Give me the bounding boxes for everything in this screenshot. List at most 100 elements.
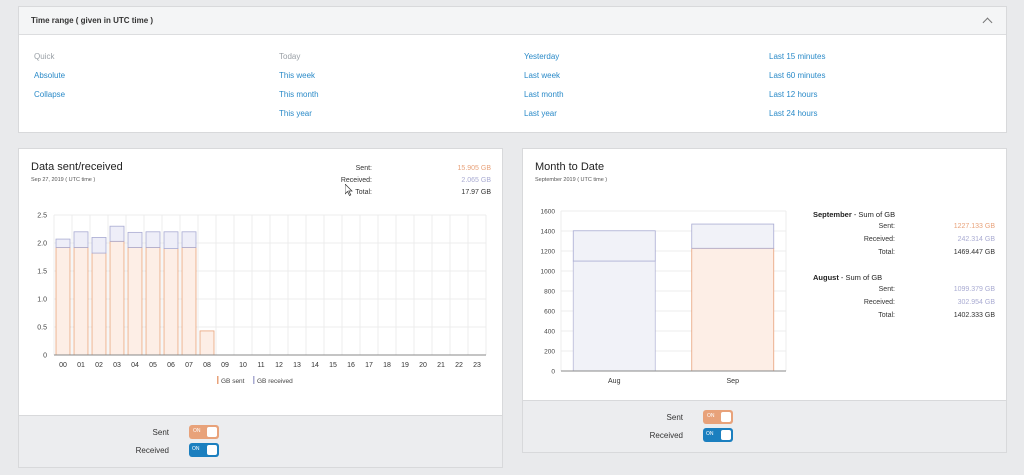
panel-title: Month to Date [535, 161, 605, 173]
bar-received [181, 231, 197, 248]
sum-suffix: - Sum of GB [838, 273, 883, 282]
x-tick-label: 12 [275, 362, 283, 369]
y-tick-label: 0.5 [37, 325, 47, 332]
aug-sent-label: Sent: [878, 286, 895, 293]
bar-sent [199, 330, 215, 356]
bar-received [572, 230, 656, 262]
y-tick-label: 0 [551, 369, 555, 376]
today-link[interactable]: Today [279, 52, 301, 61]
bar-received [109, 225, 125, 242]
legend-received-swatch [253, 376, 255, 384]
x-tick-label: 10 [239, 362, 247, 369]
bar-sent [163, 248, 179, 356]
bar-sent [91, 252, 107, 356]
x-tick-label: 18 [383, 362, 391, 369]
last-15-minutes-link[interactable]: Last 15 minutes [769, 52, 826, 61]
received-label: Received: [340, 177, 372, 184]
bar-received [145, 231, 161, 248]
yesterday-link[interactable]: Yesterday [524, 52, 560, 61]
x-tick-label: 13 [293, 362, 301, 369]
x-tick-label: 14 [311, 362, 319, 369]
september-month: September [813, 210, 852, 219]
x-tick-label: 09 [221, 362, 229, 369]
aug-total-value: 1402.333 GB [953, 312, 995, 319]
sent-value: 15.905 GB [457, 165, 491, 172]
time-range-col-relative: Last 15 minutes Last 60 minutes Last 12 … [769, 52, 825, 128]
time-range-col-quick: Quick Absolute Collapse [34, 52, 65, 109]
sep-total-label: Total: [878, 249, 895, 256]
sent-toggle[interactable]: ON [703, 410, 733, 424]
toggle-on-text: ON [193, 428, 201, 434]
total-label: Total: [355, 189, 372, 196]
toggle-received-label: Received [649, 430, 683, 440]
last-month-link[interactable]: Last month [524, 90, 564, 99]
x-tick-label: 07 [185, 362, 193, 369]
y-tick-label: 600 [544, 309, 555, 316]
time-range-col-previous: Yesterday Last week Last month Last year [524, 52, 564, 128]
bar-received [91, 236, 107, 254]
panel-subtitle: Sep 27, 2019 ( UTC time ) [31, 177, 96, 183]
y-tick-label: 200 [544, 349, 555, 356]
toggle-knob [207, 445, 217, 455]
month-to-date-panel: Month to Date September 2019 ( UTC time … [522, 148, 1007, 453]
x-tick-label: 04 [131, 362, 139, 369]
this-year-link[interactable]: This year [279, 109, 312, 118]
bar-sent [109, 240, 125, 356]
aug-sent-value: 1099.379 GB [953, 286, 995, 293]
last-12-hours-link[interactable]: Last 12 hours [769, 90, 818, 99]
aug-received-label: Received: [863, 299, 895, 306]
collapse-link[interactable]: Collapse [34, 90, 66, 99]
legend-sent-label: GB sent [221, 378, 245, 385]
bar-sent [572, 260, 656, 372]
this-week-link[interactable]: This week [279, 71, 316, 80]
chevron-up-icon[interactable] [982, 16, 992, 26]
last-24-hours-link[interactable]: Last 24 hours [769, 109, 818, 118]
toggle-row-sent: Sent ON [109, 425, 219, 439]
received-toggle[interactable]: ON [189, 443, 219, 457]
y-tick-label: 800 [544, 289, 555, 296]
toggle-sent-label: Sent [666, 412, 683, 422]
x-tick-label: 11 [257, 362, 264, 369]
last-60-minutes-link[interactable]: Last 60 minutes [769, 71, 826, 80]
time-range-header[interactable]: Time range ( given in UTC time ) [19, 7, 1006, 35]
last-year-link[interactable]: Last year [524, 109, 557, 118]
hourly-bar-chart: 0 0.5 1.0 1.5 2.0 2.5 00 01 02 03 04 05 06 07 08 09 10 11… [37, 213, 487, 385]
toggle-on-text: ON [706, 431, 714, 437]
mouse-cursor-icon [345, 184, 353, 196]
time-range-col-current: Today This week This month This year [279, 52, 319, 128]
toggle-sent-label: Sent [152, 427, 169, 437]
x-tick-label: 00 [59, 362, 67, 369]
bar-received [691, 223, 775, 249]
bar-sent [73, 247, 89, 356]
bar-sent [55, 247, 71, 356]
sep-sent-value: 1227.133 GB [953, 223, 995, 230]
panel-subtitle: September 2019 ( UTC time ) [535, 177, 608, 183]
x-tick-label: 01 [77, 362, 85, 369]
x-tick-label: 16 [347, 362, 355, 369]
sep-received-value: 242.314 GB [957, 236, 995, 243]
quick-label: Quick [34, 52, 55, 61]
y-tick-label: 400 [544, 329, 555, 336]
sep-sent-label: Sent: [878, 223, 895, 230]
last-week-link[interactable]: Last week [524, 71, 561, 80]
time-range-panel: Time range ( given in UTC time ) Quick A… [18, 6, 1007, 133]
sep-received-label: Received: [863, 236, 895, 243]
x-tick-label: 02 [95, 362, 103, 369]
absolute-link[interactable]: Absolute [34, 71, 66, 80]
bar-received [127, 231, 143, 248]
y-tick-label: 1200 [541, 249, 556, 256]
august-heading: August - Sum of GB [813, 273, 882, 282]
x-tick-label: 22 [455, 362, 463, 369]
x-tick-label: 21 [437, 362, 445, 369]
sent-label: Sent: [355, 165, 372, 172]
total-value: 17.97 GB [461, 189, 491, 196]
panel-title: Data sent/received [31, 161, 123, 173]
this-month-link[interactable]: This month [279, 90, 319, 99]
sent-toggle[interactable]: ON [189, 425, 219, 439]
received-toggle[interactable]: ON [703, 428, 733, 442]
legend-sent-swatch [217, 376, 219, 384]
toggle-knob [721, 430, 731, 440]
y-tick-label: 1.5 [37, 269, 47, 276]
x-tick-label: 03 [113, 362, 121, 369]
bar-received [73, 231, 89, 248]
